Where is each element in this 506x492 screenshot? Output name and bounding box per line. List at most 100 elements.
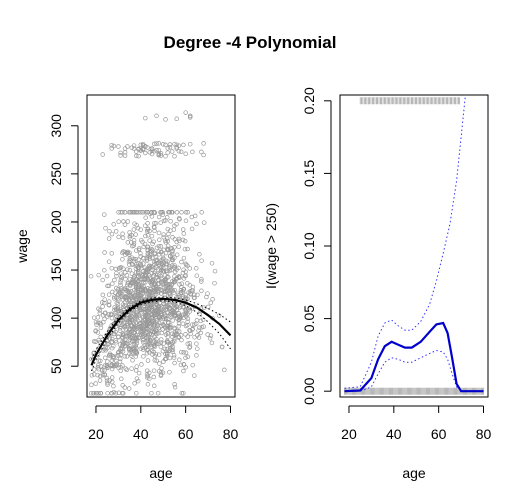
data-point xyxy=(124,367,130,373)
data-point xyxy=(172,274,177,279)
data-point xyxy=(181,142,186,148)
data-point xyxy=(120,349,126,354)
data-point xyxy=(152,210,157,215)
data-point xyxy=(129,233,134,238)
data-point xyxy=(134,153,139,159)
data-point xyxy=(163,284,169,289)
data-point xyxy=(172,237,178,242)
data-point xyxy=(155,390,161,396)
data-point xyxy=(185,246,190,252)
data-point xyxy=(135,210,141,215)
data-point xyxy=(157,262,162,268)
y-tick-label: 0.20 xyxy=(301,87,317,114)
data-point xyxy=(131,146,137,151)
data-point xyxy=(133,349,139,354)
data-point xyxy=(163,262,169,267)
data-point xyxy=(194,273,200,278)
data-point xyxy=(156,330,161,336)
data-point xyxy=(102,212,107,217)
data-point xyxy=(172,154,177,159)
data-point xyxy=(109,345,115,351)
data-point xyxy=(158,373,164,378)
data-point xyxy=(127,316,133,321)
data-point xyxy=(187,341,193,346)
data-point xyxy=(138,227,143,232)
data-point xyxy=(192,322,197,327)
data-point xyxy=(135,288,141,294)
data-point xyxy=(131,293,137,299)
data-point xyxy=(165,246,170,252)
data-point xyxy=(170,334,175,340)
data-point xyxy=(118,150,123,156)
data-point xyxy=(179,210,184,215)
data-point xyxy=(121,304,126,310)
data-point xyxy=(176,244,181,249)
data-point xyxy=(119,273,125,279)
data-point xyxy=(118,352,124,357)
data-point xyxy=(98,390,104,396)
data-point xyxy=(149,151,155,157)
data-point xyxy=(96,358,102,363)
data-point xyxy=(176,317,182,322)
data-point xyxy=(96,390,101,396)
data-point xyxy=(177,282,182,287)
data-point xyxy=(151,281,157,287)
data-point xyxy=(145,226,151,231)
data-point xyxy=(113,311,118,316)
data-point xyxy=(120,235,126,241)
data-point xyxy=(134,340,140,346)
data-point xyxy=(102,267,107,273)
data-point xyxy=(141,340,146,345)
data-point xyxy=(181,350,186,355)
data-point xyxy=(149,306,155,311)
data-point xyxy=(174,116,179,122)
data-point xyxy=(174,210,180,215)
data-point xyxy=(103,310,108,315)
data-point xyxy=(127,210,133,215)
data-point xyxy=(169,210,175,215)
data-point xyxy=(169,347,175,353)
data-point xyxy=(107,378,112,383)
data-point xyxy=(176,324,181,329)
data-point xyxy=(178,333,184,338)
data-point xyxy=(123,294,129,299)
data-point xyxy=(174,332,179,338)
data-point xyxy=(127,301,132,307)
data-point xyxy=(116,353,121,358)
data-point xyxy=(150,277,155,283)
data-point xyxy=(151,239,156,244)
data-point xyxy=(149,332,154,337)
data-point xyxy=(156,151,162,156)
data-point xyxy=(163,313,168,318)
data-point xyxy=(159,330,164,336)
data-point xyxy=(158,244,164,249)
data-point xyxy=(178,362,184,368)
data-point xyxy=(188,328,193,333)
data-point xyxy=(152,334,157,340)
data-point xyxy=(199,277,204,282)
data-point xyxy=(181,362,187,367)
data-point xyxy=(199,279,204,284)
data-point xyxy=(189,226,195,232)
data-point xyxy=(109,362,114,368)
data-point xyxy=(117,328,123,333)
data-point xyxy=(106,292,112,297)
fit-line xyxy=(90,297,232,366)
data-point xyxy=(183,110,188,115)
data-point xyxy=(198,318,204,324)
data-point xyxy=(145,210,150,215)
data-point xyxy=(160,212,166,217)
data-point xyxy=(192,292,197,298)
data-point xyxy=(197,311,202,317)
data-point xyxy=(163,117,168,122)
data-point xyxy=(120,383,125,388)
data-point xyxy=(205,304,211,310)
data-point xyxy=(183,323,189,329)
data-point xyxy=(161,260,166,266)
data-point xyxy=(147,238,152,243)
data-point xyxy=(154,358,159,363)
plot-frame xyxy=(339,94,489,398)
data-point xyxy=(145,253,151,258)
data-point xyxy=(101,319,106,325)
data-point xyxy=(131,297,136,303)
